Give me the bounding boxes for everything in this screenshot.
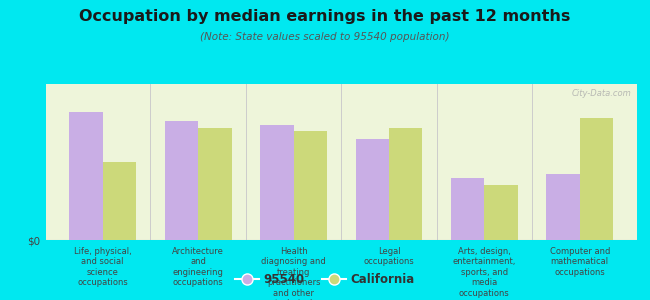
Bar	[484, 185, 518, 240]
Bar	[198, 128, 231, 240]
Bar	[389, 128, 422, 240]
Bar	[547, 175, 580, 240]
Bar	[294, 131, 327, 240]
Bar	[70, 112, 103, 240]
Bar	[451, 178, 484, 240]
Text: City-Data.com: City-Data.com	[571, 89, 631, 98]
Bar	[260, 124, 294, 240]
Text: (Note: State values scaled to 95540 population): (Note: State values scaled to 95540 popu…	[200, 32, 450, 41]
Bar	[356, 139, 389, 240]
Bar	[103, 162, 136, 240]
Bar	[580, 118, 613, 240]
Bar	[164, 122, 198, 240]
Text: Occupation by median earnings in the past 12 months: Occupation by median earnings in the pas…	[79, 9, 571, 24]
Legend: 95540, California: 95540, California	[230, 269, 420, 291]
